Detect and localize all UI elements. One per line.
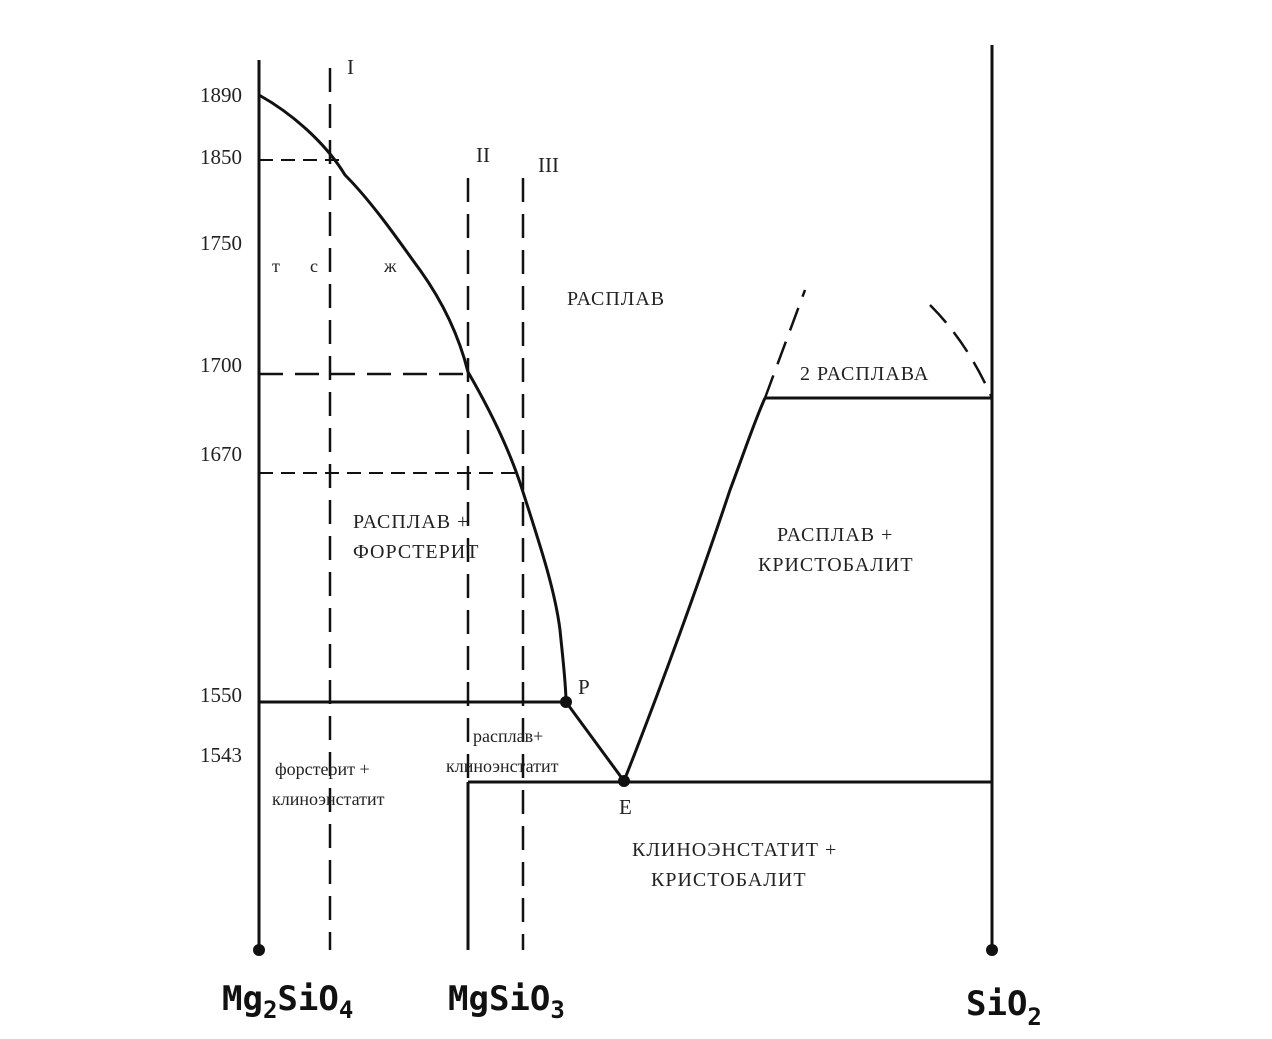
tick-1850: 1850 <box>200 145 242 169</box>
composition-silica: SiO2 <box>966 984 1042 1031</box>
region-two-melts: 2 РАСПЛАВА <box>800 363 929 385</box>
point-silica <box>986 944 998 956</box>
region-melt-cristobalite-line1: РАСПЛАВ + <box>777 524 893 546</box>
region-melt-forsterite-line1: РАСПЛАВ + <box>353 511 469 533</box>
path-label-t: т <box>272 256 280 276</box>
peritectic-eutectic-curve <box>564 701 626 782</box>
region-melt-clinoenstatite-line1: расплав+ <box>473 726 543 746</box>
point-P <box>560 696 572 708</box>
svg-text:Mg2SiO4: Mg2SiO4 <box>222 979 353 1024</box>
region-melt-forsterite-line2: ФОРСТЕРИТ <box>353 541 479 563</box>
tick-1543: 1543 <box>200 743 242 767</box>
point-forsterite <box>253 944 265 956</box>
immiscibility-dome-left <box>763 289 807 399</box>
tick-1550: 1550 <box>200 683 242 707</box>
region-melt-clinoenstatite-line2: клиноэнстатит <box>446 756 559 776</box>
path-label-s: с <box>310 256 318 276</box>
svg-text:SiO2: SiO2 <box>966 984 1042 1031</box>
liquidus-forsterite-curve <box>258 93 568 703</box>
section-I-label: I <box>347 55 354 79</box>
composition-enstatite: MgSiO3 <box>448 979 565 1024</box>
point-E <box>618 775 630 787</box>
svg-text:MgSiO3: MgSiO3 <box>448 979 565 1024</box>
region-clinoenstatite-cristobalite-line1: КЛИНОЭНСТАТИТ + <box>632 839 837 861</box>
section-II-label: II <box>476 143 490 167</box>
immiscibility-dome-right <box>929 304 994 399</box>
tick-1700: 1700 <box>200 353 242 377</box>
tick-1750: 1750 <box>200 231 242 255</box>
composition-forsterite: Mg2SiO4 <box>222 979 353 1024</box>
point-P-label: P <box>578 675 590 699</box>
point-E-label: E <box>619 795 632 819</box>
region-forsterite-clinoenstatite-line1: форстерит + <box>275 759 370 779</box>
region-clinoenstatite-cristobalite-line2: КРИСТОБАЛИТ <box>651 869 807 891</box>
section-III-label: III <box>538 153 559 177</box>
region-forsterite-clinoenstatite-line2: клиноэнстатит <box>272 789 385 809</box>
path-label-zh: ж <box>383 256 397 276</box>
region-melt-cristobalite-line2: КРИСТОБАЛИТ <box>758 554 914 576</box>
tick-1890: 1890 <box>200 83 242 107</box>
liquidus-cristobalite-curve <box>622 397 767 782</box>
tick-1670: 1670 <box>200 442 242 466</box>
region-melt: РАСПЛАВ <box>567 288 665 310</box>
